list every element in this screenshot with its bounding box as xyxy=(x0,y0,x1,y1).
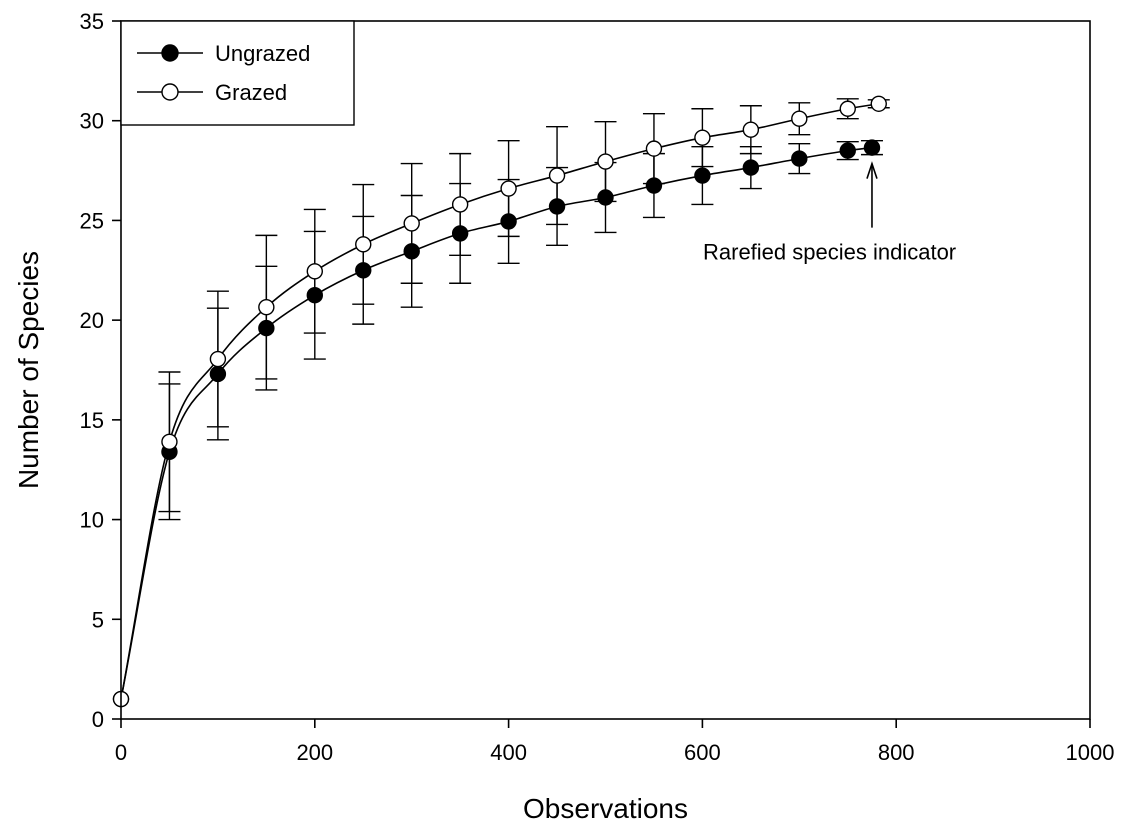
point-grazed xyxy=(209,350,227,368)
point-grazed xyxy=(548,167,566,184)
point-grazed xyxy=(791,110,808,127)
point-grazed xyxy=(694,129,711,146)
point-ungrazed xyxy=(306,287,323,304)
x-axis-title: Observations xyxy=(523,793,688,824)
point-grazed xyxy=(742,121,760,138)
x-tick-label: 800 xyxy=(878,740,915,765)
point-ungrazed xyxy=(258,319,275,337)
x-tick-label: 600 xyxy=(684,740,721,765)
point-grazed xyxy=(403,215,420,232)
point-ungrazed xyxy=(548,198,566,215)
y-tick-label: 0 xyxy=(92,707,104,732)
point-grazed xyxy=(355,236,372,253)
point-ungrazed xyxy=(597,189,614,206)
annotation-arrow-head xyxy=(866,161,878,179)
series-lines xyxy=(120,102,879,700)
y-tick-label: 20 xyxy=(80,308,104,333)
legend-label-ungrazed: Ungrazed xyxy=(215,41,310,66)
x-tick-label: 400 xyxy=(490,740,527,765)
point-ungrazed xyxy=(839,142,856,159)
point-ungrazed xyxy=(355,262,372,279)
legend-marker-ungrazed xyxy=(161,44,179,62)
point-ungrazed xyxy=(863,139,881,156)
legend-item-ungrazed: Ungrazed xyxy=(137,41,310,66)
point-ungrazed xyxy=(500,213,517,230)
y-tick-label: 35 xyxy=(80,9,104,34)
legend-item-grazed: Grazed xyxy=(137,80,287,105)
point-grazed xyxy=(839,100,856,117)
plot-frame xyxy=(120,20,1091,720)
legend-label-grazed: Grazed xyxy=(215,80,287,105)
series-line-ungrazed xyxy=(120,146,873,700)
x-tick-label: 0 xyxy=(115,740,127,765)
point-grazed xyxy=(258,298,275,316)
y-tick-label: 5 xyxy=(92,607,104,632)
point-ungrazed xyxy=(645,177,663,194)
point-ungrazed xyxy=(694,167,711,184)
y-axis-title: Number of Species xyxy=(13,251,44,489)
y-tick-label: 25 xyxy=(80,208,104,233)
y-tick-label: 15 xyxy=(80,408,104,433)
legend-box xyxy=(120,20,355,126)
legend-marker-grazed xyxy=(161,83,179,101)
x-tick-label: 1000 xyxy=(1066,740,1115,765)
point-grazed xyxy=(306,263,323,280)
axis-ticks: 0 200 400 600 800 1000 0 5 10 15 20 25 30 35 xyxy=(80,9,1115,765)
point-ungrazed xyxy=(451,225,469,242)
legend: Ungrazed Grazed xyxy=(120,20,355,126)
point-ungrazed xyxy=(742,159,760,176)
x-tick-label: 200 xyxy=(296,740,333,765)
series-line-grazed xyxy=(120,102,879,700)
point-grazed xyxy=(645,140,663,157)
point-grazed xyxy=(500,180,517,197)
rarefied-annotation: Rarefied species indicator xyxy=(703,161,956,265)
point-grazed xyxy=(597,153,614,170)
y-tick-label: 30 xyxy=(80,109,104,134)
point-grazed xyxy=(870,95,887,112)
point-grazed xyxy=(451,196,469,213)
point-ungrazed xyxy=(209,365,227,383)
y-tick-label: 10 xyxy=(80,508,104,533)
point-ungrazed xyxy=(791,150,808,167)
point-ungrazed xyxy=(403,243,420,260)
annotation-label: Rarefied species indicator xyxy=(703,240,956,265)
data-points xyxy=(112,95,887,708)
point-grazed xyxy=(161,433,178,450)
